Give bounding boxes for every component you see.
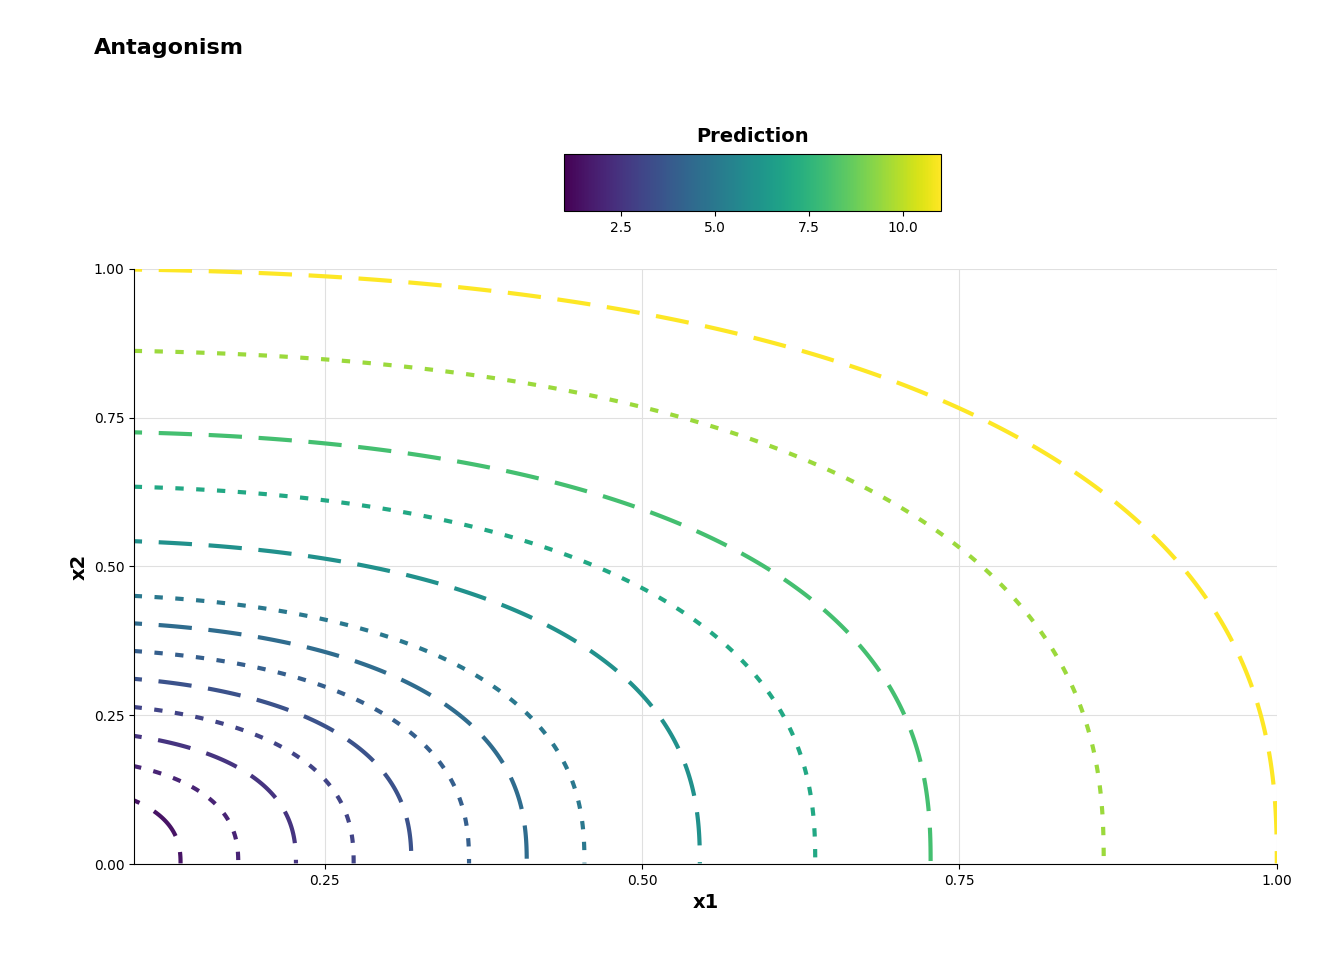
Y-axis label: x2: x2 — [70, 553, 89, 580]
X-axis label: x1: x1 — [692, 893, 719, 912]
Text: Antagonism: Antagonism — [94, 38, 245, 59]
Title: Prediction: Prediction — [696, 128, 809, 147]
